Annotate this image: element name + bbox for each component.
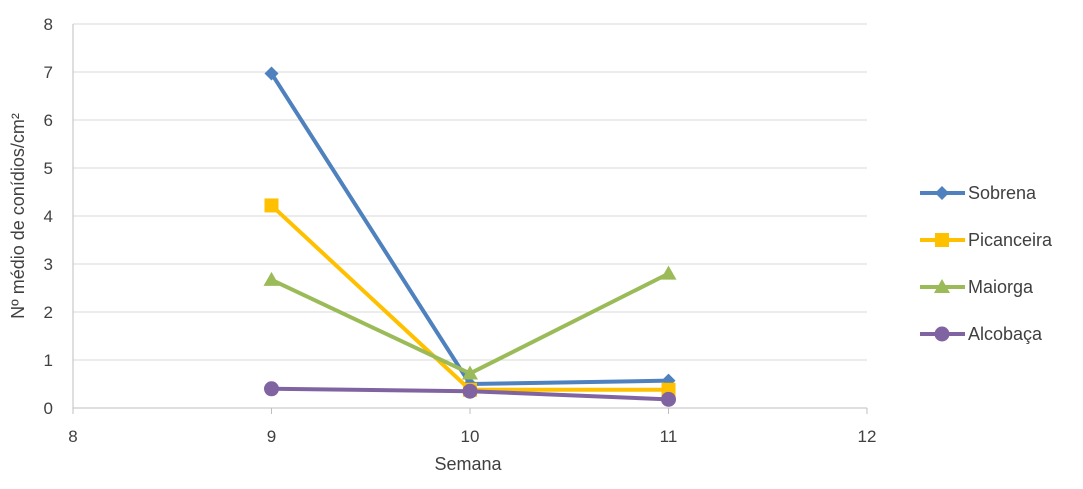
y-tick-label: 8 bbox=[44, 15, 53, 34]
legend-item-picanceira: Picanceira bbox=[920, 230, 1053, 250]
x-tick-label: 8 bbox=[68, 427, 77, 446]
series-sobrena bbox=[264, 66, 676, 391]
x-tick-label: 12 bbox=[858, 427, 877, 446]
x-tick-label: 10 bbox=[461, 427, 480, 446]
series-layer bbox=[263, 66, 677, 407]
legend-label-sobrena: Sobrena bbox=[968, 183, 1037, 203]
legend-item-alcobaca: Alcobaça bbox=[920, 324, 1043, 344]
series-line-maiorga bbox=[270, 271, 670, 376]
data-point-maiorga bbox=[462, 365, 478, 380]
legend-label-picanceira: Picanceira bbox=[968, 230, 1053, 250]
legend-label-maiorga: Maiorga bbox=[968, 277, 1034, 297]
y-tick-label: 3 bbox=[44, 255, 53, 274]
data-point-maiorga bbox=[263, 271, 280, 286]
y-tick-label: 1 bbox=[44, 351, 53, 370]
grid-layer bbox=[73, 23, 867, 361]
data-point-sobrena bbox=[264, 66, 279, 81]
legend-item-sobrena: Sobrena bbox=[920, 183, 1037, 203]
x-tick-label: 11 bbox=[660, 427, 678, 446]
series-maiorga bbox=[263, 265, 677, 380]
data-point-alcobaca bbox=[264, 381, 279, 397]
data-point-alcobaca bbox=[661, 391, 676, 407]
legend-marker-sobrena bbox=[935, 186, 949, 200]
x-axis-title: Semana bbox=[434, 454, 502, 474]
y-axis-title: Nº médio de conídios/cm² bbox=[8, 113, 28, 319]
y-tick-label: 4 bbox=[44, 207, 53, 226]
y-tick-label: 7 bbox=[44, 63, 53, 82]
series-alcobaca bbox=[264, 381, 676, 407]
legend-item-maiorga: Maiorga bbox=[920, 277, 1034, 297]
legend-marker-maiorga bbox=[934, 279, 950, 293]
legend: Sobrena Picanceira Maiorga Alcobaça bbox=[920, 183, 1053, 344]
data-point-maiorga bbox=[660, 265, 677, 280]
legend-marker-alcobaca bbox=[934, 326, 950, 342]
x-tick-label: 9 bbox=[267, 427, 276, 446]
y-tick-label: 0 bbox=[44, 399, 53, 418]
data-point-picanceira bbox=[264, 198, 279, 213]
series-line-picanceira bbox=[270, 203, 669, 392]
y-tick-label: 5 bbox=[44, 159, 53, 178]
legend-marker-picanceira bbox=[935, 233, 949, 247]
legend-label-alcobaca: Alcobaça bbox=[968, 324, 1043, 344]
y-tick-label: 2 bbox=[44, 303, 53, 322]
y-tick-label: 6 bbox=[44, 111, 53, 130]
data-point-alcobaca bbox=[462, 383, 478, 399]
